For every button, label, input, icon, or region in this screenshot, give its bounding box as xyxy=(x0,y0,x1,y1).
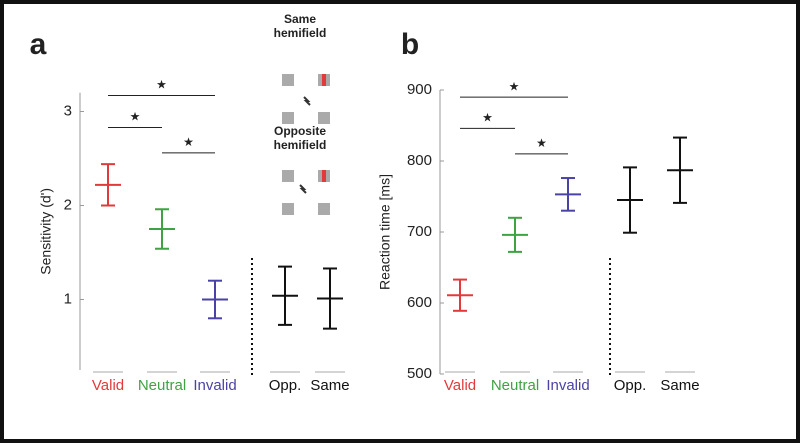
x-tick-label: Opp. xyxy=(269,377,302,394)
significance-star: ★ xyxy=(482,111,493,125)
significance-star: ★ xyxy=(156,78,167,92)
y-tick-label: 700 xyxy=(407,223,432,240)
panel-label: b xyxy=(401,28,419,61)
significance-star: ★ xyxy=(536,136,547,150)
y-tick-label: 800 xyxy=(407,152,432,169)
y-axis-label: Sensitivity (d') xyxy=(38,188,54,275)
x-tick-label: Neutral xyxy=(138,377,186,394)
y-tick-label: 900 xyxy=(407,81,432,98)
x-tick-label: Invalid xyxy=(193,377,236,394)
significance-star: ★ xyxy=(183,135,194,149)
inset-label: Opposite hemifield xyxy=(274,124,327,152)
y-tick-label: 500 xyxy=(407,365,432,382)
panel-label: a xyxy=(30,28,47,61)
x-tick-label: Invalid xyxy=(546,377,589,394)
inset-diagram: Same hemifield Opposite hemifield xyxy=(274,12,330,215)
x-tick-label: Neutral xyxy=(491,377,539,394)
significance-star: ★ xyxy=(509,79,520,93)
y-tick-label: 1 xyxy=(64,290,72,307)
y-tick-label: 3 xyxy=(64,102,72,119)
x-tick-label: Opp. xyxy=(614,377,647,394)
x-tick-label: Same xyxy=(660,377,699,394)
y-axis-label: Reaction time [ms] xyxy=(377,174,393,290)
x-tick-label: Same xyxy=(310,377,349,394)
inset-label: Same hemifield xyxy=(274,12,327,40)
x-tick-label: Valid xyxy=(92,377,124,394)
y-tick-label: 2 xyxy=(64,196,72,213)
y-tick-label: 600 xyxy=(407,294,432,311)
x-tick-label: Valid xyxy=(444,377,476,394)
significance-star: ★ xyxy=(130,110,141,124)
